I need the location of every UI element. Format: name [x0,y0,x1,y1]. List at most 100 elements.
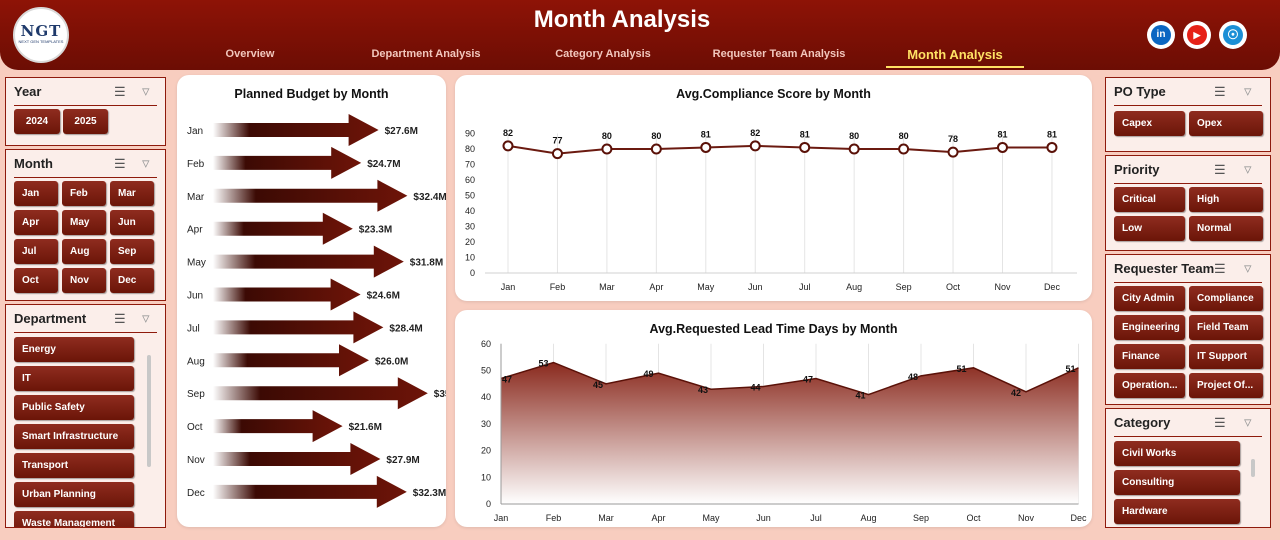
month-slicer: Month ☰ ▿ Jan Feb Mar Apr May Jun Jul Aug Sep Oct… [5,149,166,301]
slicer-item-public-safety[interactable]: Public Safety [14,395,134,420]
clear-filter-icon[interactable]: ▿ [1244,260,1252,277]
slicer-item-energy[interactable]: Energy [14,337,134,362]
slicer-item-normal[interactable]: Normal [1189,216,1263,241]
multi-select-icon[interactable]: ☰ [1214,415,1226,430]
slicer-header: Year ☰ ▿ [14,78,157,106]
clear-filter-icon[interactable]: ▿ [142,310,150,327]
slicer-item-urban-planning[interactable]: Urban Planning [14,482,134,507]
data-label: 43 [698,385,708,395]
multi-select-icon[interactable]: ☰ [114,156,126,171]
slicer-item-it[interactable]: IT [14,366,134,391]
slicer-item-capex[interactable]: Capex [1114,111,1185,136]
slicer-item-high[interactable]: High [1189,187,1263,212]
data-point [799,141,811,153]
y-tick-label: 80 [465,144,475,154]
nav-tab-month-analysis[interactable]: Month Analysis [886,46,1024,68]
category-scrollbar[interactable] [1251,459,1255,477]
slicer-title: Category [1114,415,1171,430]
bar-arrow-apr [213,212,353,245]
slicer-item-consulting[interactable]: Consulting [1114,470,1240,495]
nav-tab-department-analysis[interactable]: Department Analysis [371,48,481,60]
multi-select-icon[interactable]: ☰ [1214,261,1226,276]
clear-filter-icon[interactable]: ▿ [142,155,150,172]
x-tick-label: Apr [651,513,665,523]
y-tick-label: 0 [486,499,491,509]
data-label: 45 [593,380,603,390]
nav-tab-category-analysis[interactable]: Category Analysis [555,48,651,60]
slicer-item-critical[interactable]: Critical [1114,187,1185,212]
nav-tab-requester-team-analysis[interactable]: Requester Team Analysis [712,48,846,60]
lead-time-chart: Jan Feb Mar Apr May Jun Jul Aug Sep Oct Nov Dec 0 10 2… [481,339,1087,523]
data-label: $27.6M [385,126,418,137]
slicer-item-it-support[interactable]: IT Support [1189,344,1263,369]
multi-select-icon[interactable]: ☰ [114,311,126,326]
data-label: 48 [908,372,918,382]
nav-tab-overview[interactable]: Overview [225,48,275,60]
clear-filter-icon[interactable]: ▿ [1244,414,1252,431]
slicer-item-2024[interactable]: 2024 [14,109,60,134]
slicer-item-opex[interactable]: Opex [1189,111,1263,136]
slicer-item-operation[interactable]: Operation... [1114,373,1185,398]
x-tick-label: May [697,282,715,292]
x-tick-label: Jun [748,282,763,292]
x-tick-label: Apr [649,282,663,292]
slicer-item-dec[interactable]: Dec [110,268,154,293]
clear-filter-icon[interactable]: ▿ [1244,161,1252,178]
compliance-score-chart: Jan Feb Mar Apr May Jun Jul Aug Sep Oct Nov Dec 0 10 2… [465,128,1077,292]
multi-select-icon[interactable]: ☰ [114,84,126,99]
slicer-item-waste-management[interactable]: Waste Management [14,511,134,527]
slicer-item-project-of[interactable]: Project Of... [1189,373,1263,398]
category-label: Jan [187,126,203,137]
bar-arrow-sep [213,377,428,410]
data-point [551,148,563,160]
linkedin-icon[interactable]: in [1147,21,1175,49]
slicer-item-field-team[interactable]: Field Team [1189,315,1263,340]
header-bar: NGT NEXT GEN TEMPLATES Month Analysis Ov… [0,0,1280,70]
y-tick-label: 40 [481,392,491,402]
multi-select-icon[interactable]: ☰ [1214,162,1226,177]
slicer-item-compliance[interactable]: Compliance [1189,286,1263,311]
lead-time-card: Avg.Requested Lead Time Days by Month Ja… [455,310,1092,527]
multi-select-icon[interactable]: ☰ [1214,84,1226,99]
clear-filter-icon[interactable]: ▿ [142,83,150,100]
slicer-item-jan[interactable]: Jan [14,181,58,206]
data-label: 42 [1011,388,1021,398]
slicer-item-oct[interactable]: Oct [14,268,58,293]
category-label: Oct [187,422,203,433]
x-tick-label: Sep [913,513,929,523]
page-title: Month Analysis [533,6,711,33]
clear-filter-icon[interactable]: ▿ [1244,83,1252,100]
globe-icon[interactable]: ☉ [1219,21,1247,49]
slicer-item-may[interactable]: May [62,210,106,235]
youtube-icon[interactable]: ▶ [1183,21,1211,49]
slicer-item-jul[interactable]: Jul [14,239,58,264]
slicer-header: PO Type ☰ ▿ [1114,78,1262,106]
slicer-item-sep[interactable]: Sep [110,239,154,264]
data-point [700,141,712,153]
slicer-item-city-admin[interactable]: City Admin [1114,286,1185,311]
slicer-item-engineering[interactable]: Engineering [1114,315,1185,340]
slicer-item-feb[interactable]: Feb [62,181,106,206]
slicer-item-transport[interactable]: Transport [14,453,134,478]
slicer-item-aug[interactable]: Aug [62,239,106,264]
slicer-item-civil-works[interactable]: Civil Works [1114,441,1240,466]
y-tick-label: 30 [465,222,475,232]
slicer-item-hardware[interactable]: Hardware [1114,499,1240,524]
data-label: 82 [503,128,513,138]
slicer-item-mar[interactable]: Mar [110,181,154,206]
slicer-header: Month ☰ ▿ [14,150,157,178]
slicer-item-jun[interactable]: Jun [110,210,154,235]
data-point [601,143,613,155]
department-scrollbar[interactable] [147,355,151,467]
category-label: Jul [187,323,200,334]
slicer-item-apr[interactable]: Apr [14,210,58,235]
slicer-item-2025[interactable]: 2025 [63,109,108,134]
data-label: 80 [849,131,859,141]
planned-budget-chart: Jan $27.6M Feb $24.7M Mar $32.4M Apr $23.3M May $… [187,114,446,508]
slicer-item-nov[interactable]: Nov [62,268,106,293]
x-tick-label: Jul [799,282,811,292]
bar-arrow-jul [213,311,384,344]
slicer-item-smart-infrastructure[interactable]: Smart Infrastructure [14,424,134,449]
slicer-item-low[interactable]: Low [1114,216,1185,241]
slicer-item-finance[interactable]: Finance [1114,344,1185,369]
